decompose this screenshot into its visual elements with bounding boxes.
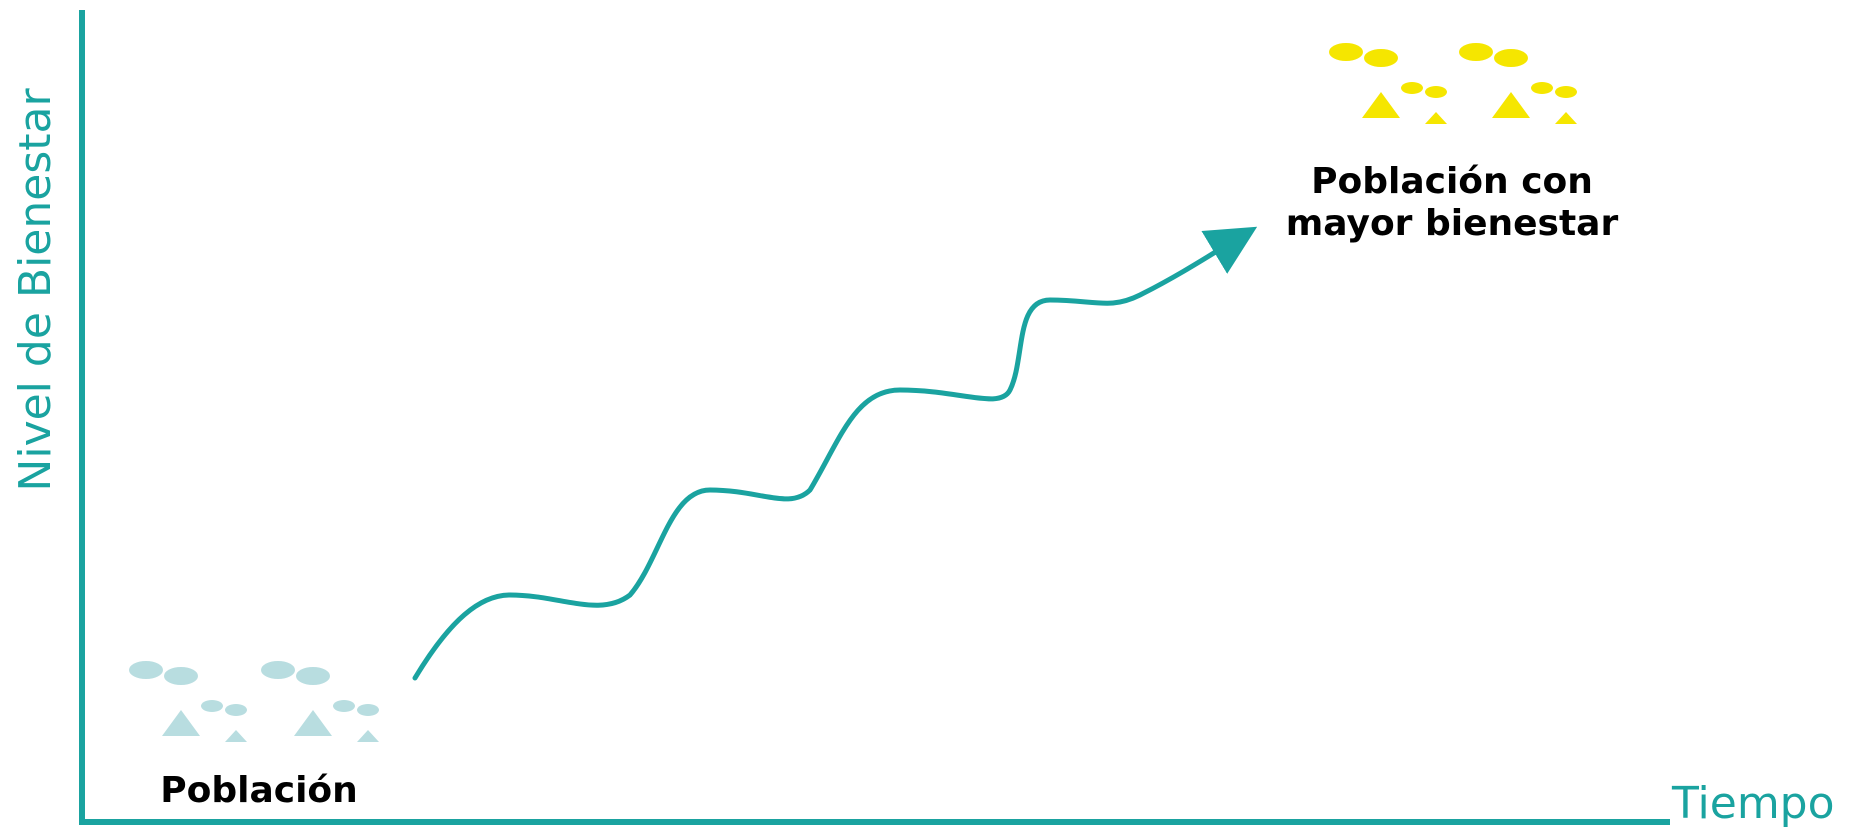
y-axis-title: Nivel de Bienestar [10, 88, 61, 492]
end-group-label-line1: Población con [1311, 161, 1593, 202]
end-group-label-line2: mayor bienestar [1286, 203, 1619, 244]
family-icon [124, 661, 384, 752]
start-group-label: Población [160, 770, 358, 811]
x-axis-title: Tiempo [1671, 778, 1835, 829]
welfare-growth-curve [412, 226, 1258, 681]
family-icon [1324, 43, 1582, 134]
